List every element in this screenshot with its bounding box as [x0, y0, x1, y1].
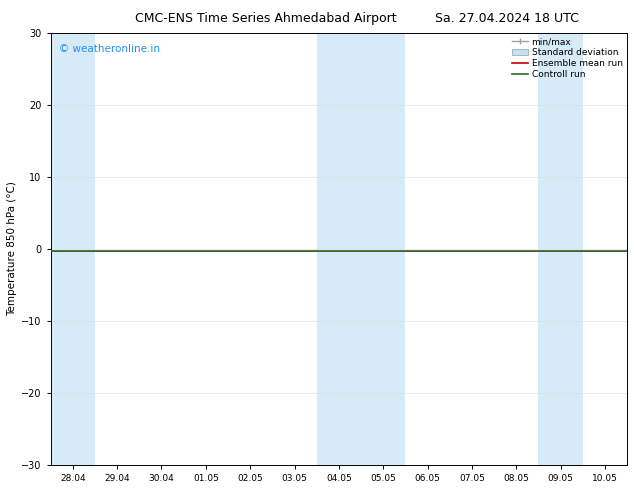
Text: © weatheronline.in: © weatheronline.in	[60, 44, 160, 54]
Text: CMC-ENS Time Series Ahmedabad Airport: CMC-ENS Time Series Ahmedabad Airport	[136, 12, 397, 25]
Text: Sa. 27.04.2024 18 UTC: Sa. 27.04.2024 18 UTC	[436, 12, 579, 25]
Legend: min/max, Standard deviation, Ensemble mean run, Controll run: min/max, Standard deviation, Ensemble me…	[510, 36, 624, 81]
Bar	[538, 33, 583, 465]
Y-axis label: Temperature 850 hPa (°C): Temperature 850 hPa (°C)	[7, 182, 17, 317]
Bar	[51, 33, 95, 465]
Bar	[316, 33, 405, 465]
